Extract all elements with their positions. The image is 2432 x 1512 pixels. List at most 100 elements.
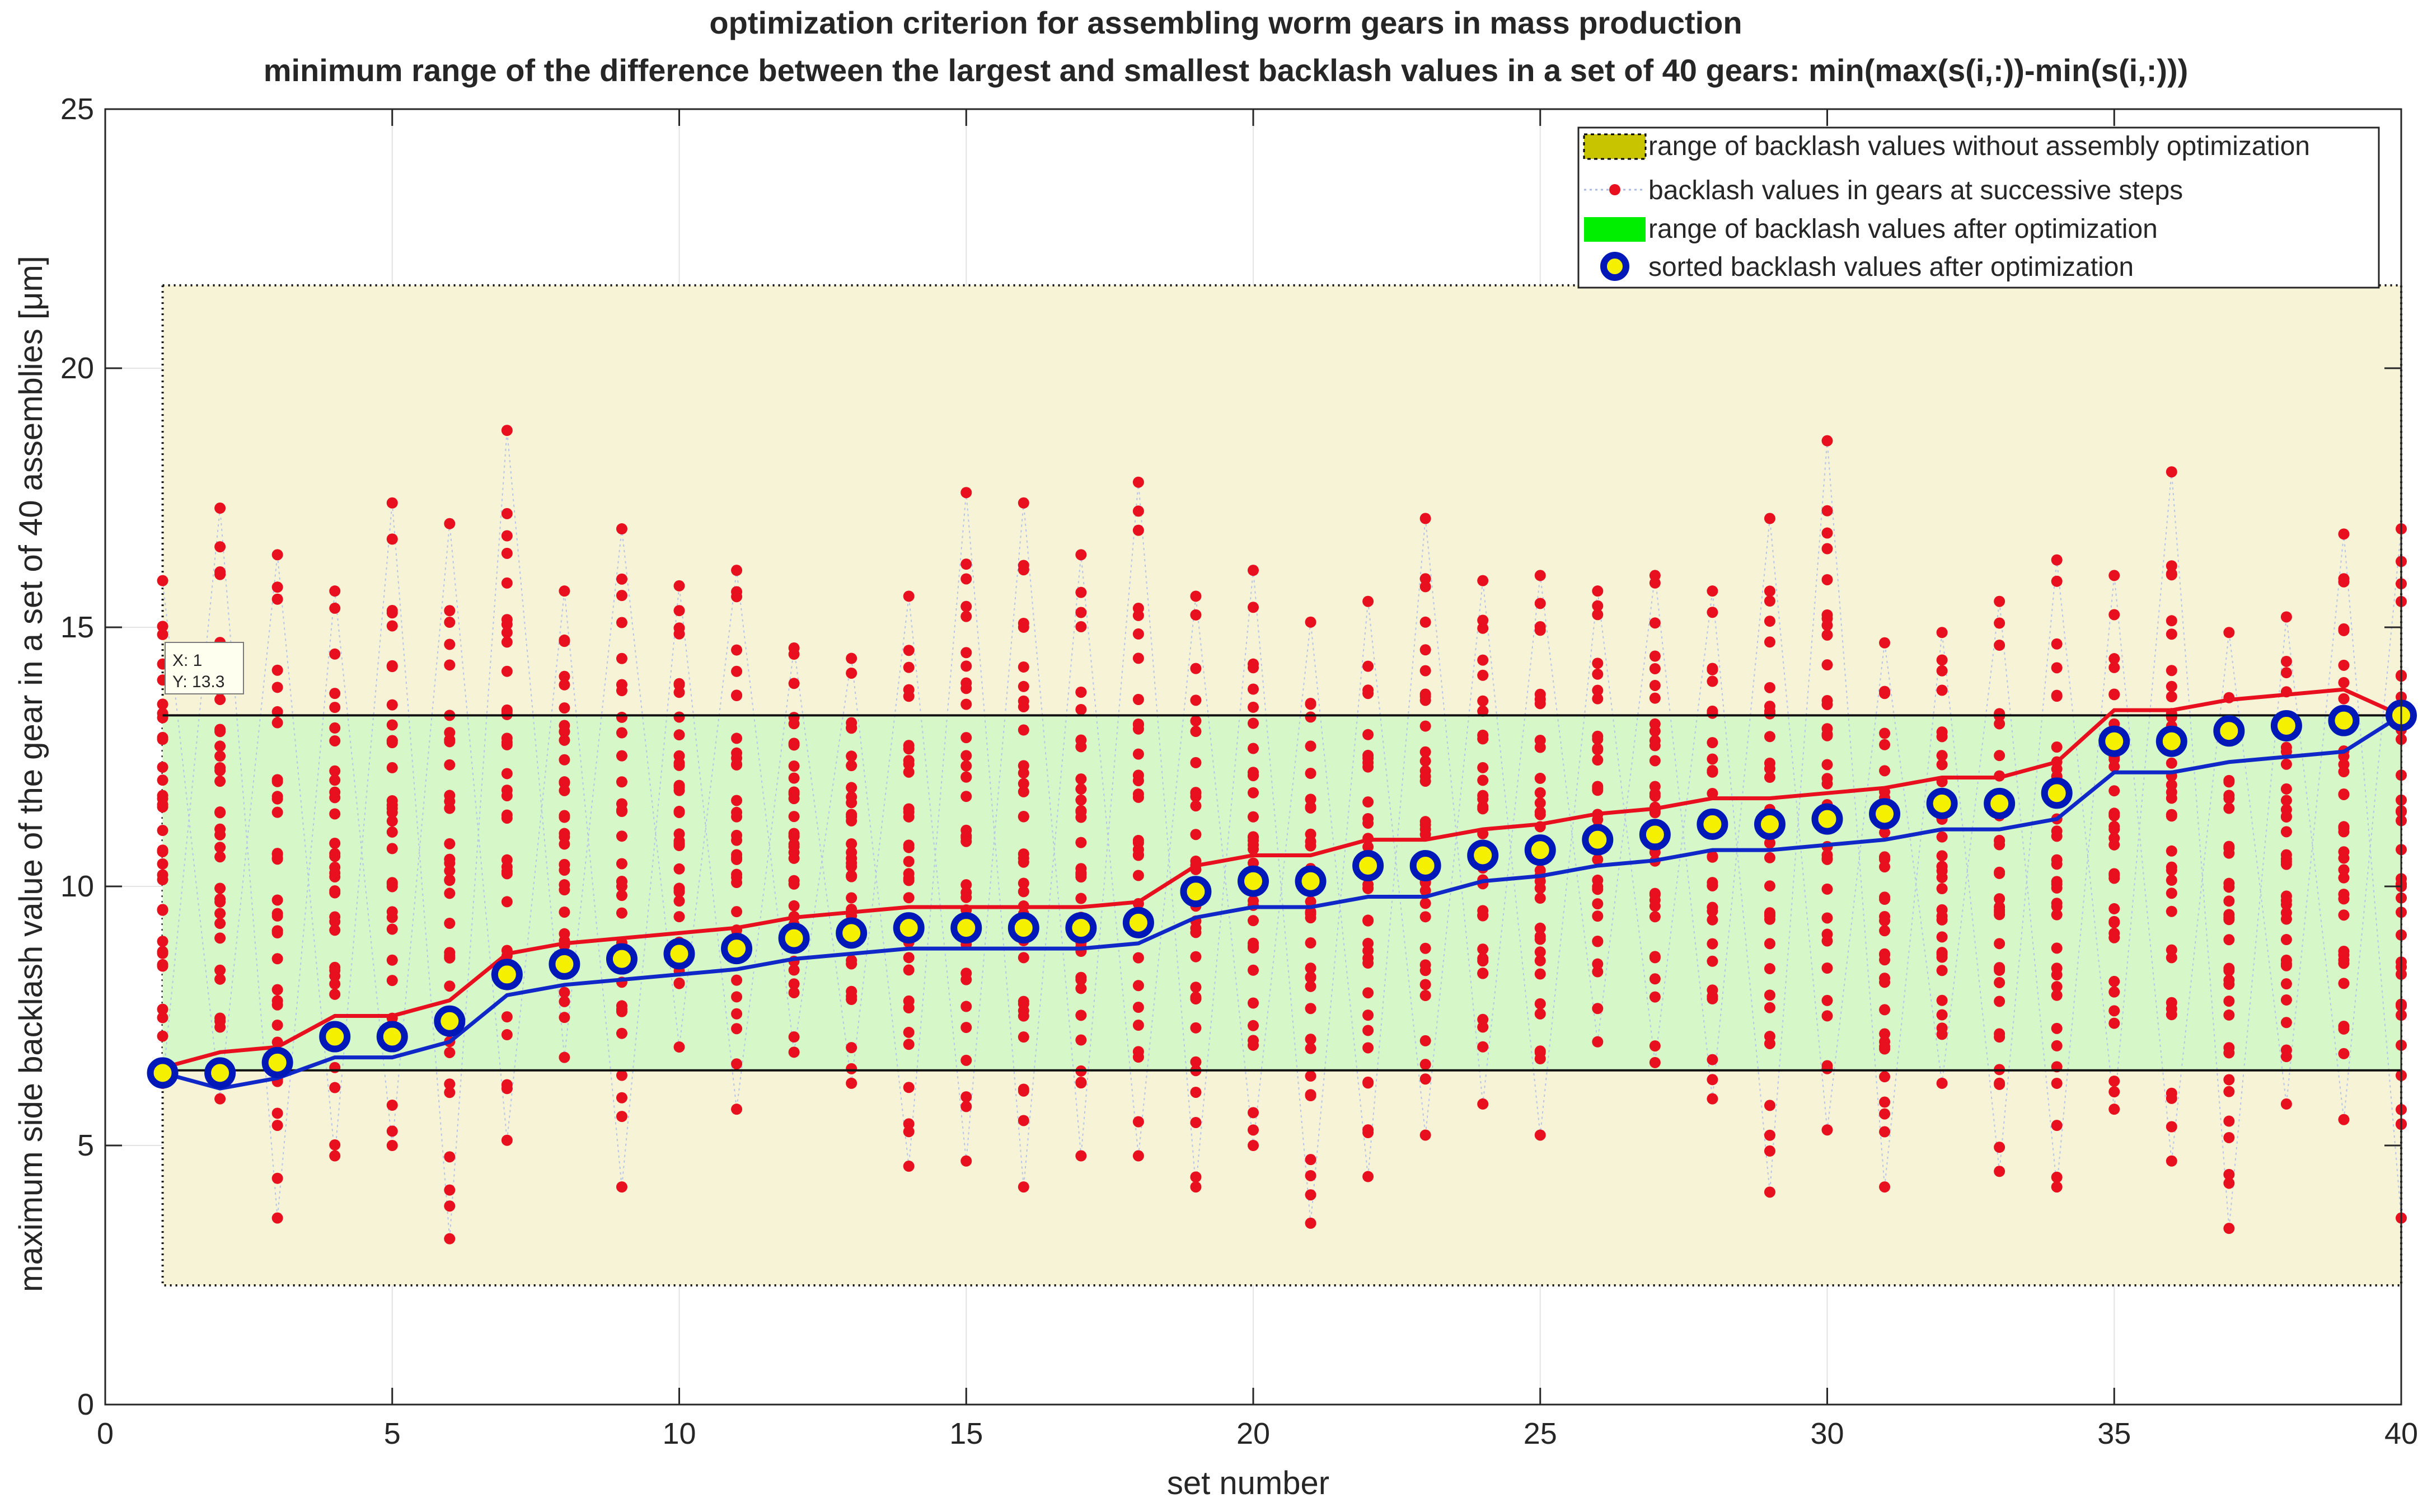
backlash-value-point <box>157 904 168 915</box>
backlash-value-point <box>559 906 570 918</box>
backlash-value-point <box>1419 720 1431 732</box>
backlash-value-point <box>1821 759 1833 771</box>
backlash-value-point <box>1879 915 1891 927</box>
backlash-value-point <box>386 497 398 509</box>
backlash-value-point <box>2166 711 2177 723</box>
backlash-value-point <box>1936 759 1948 771</box>
backlash-value-point <box>386 1125 398 1137</box>
backlash-value-point <box>2051 1077 2063 1089</box>
backlash-value-point <box>1764 585 1775 597</box>
backlash-value-point <box>1879 1096 1891 1108</box>
backlash-value-point <box>1419 1129 1431 1141</box>
backlash-value-point <box>903 766 915 778</box>
backlash-value-point <box>788 978 800 990</box>
backlash-value-point <box>1821 543 1833 555</box>
backlash-value-point <box>559 585 570 597</box>
legend-swatch-range-after-optimization <box>1584 217 1646 242</box>
backlash-value-point <box>1592 609 1604 621</box>
backlash-value-point <box>2338 528 2350 540</box>
backlash-value-point <box>2280 741 2292 753</box>
backlash-value-point <box>1018 778 1029 790</box>
backlash-value-point <box>903 892 915 904</box>
x-tick-label: 25 <box>1524 1417 1557 1450</box>
backlash-value-point <box>2051 981 2063 993</box>
backlash-value-point <box>559 754 570 766</box>
backlash-value-point <box>271 1120 283 1131</box>
backlash-value-point <box>1879 1126 1891 1138</box>
backlash-value-point <box>1190 1086 1202 1098</box>
backlash-value-point <box>2108 1086 2120 1098</box>
backlash-value-point <box>2223 934 2235 946</box>
backlash-value-point <box>1764 731 1775 743</box>
backlash-value-point <box>1879 1108 1891 1120</box>
backlash-value-point <box>1592 658 1604 669</box>
backlash-value-point <box>1018 1115 1029 1126</box>
backlash-value-point <box>1248 1124 1259 1136</box>
datatip-y-label: Y: 13.3 <box>172 673 224 691</box>
backlash-value-point <box>616 1000 627 1012</box>
backlash-value-point <box>1190 1056 1202 1068</box>
backlash-value-point <box>2280 899 2292 910</box>
backlash-value-point <box>1707 585 1718 597</box>
backlash-value-point <box>271 806 283 818</box>
backlash-value-point <box>846 1077 857 1089</box>
backlash-value-point <box>1707 607 1718 618</box>
backlash-value-point <box>788 712 800 724</box>
backlash-value-point <box>1132 603 1144 614</box>
backlash-value-point <box>1764 989 1775 1001</box>
successive-steps-trace <box>162 430 2402 1239</box>
backlash-value-point <box>846 994 857 1006</box>
backlash-value-point <box>2166 905 2177 917</box>
backlash-value-point <box>2108 609 2120 621</box>
backlash-value-point <box>1248 787 1259 799</box>
backlash-value-point <box>1879 739 1891 750</box>
backlash-value-point <box>960 647 972 659</box>
backlash-value-point <box>731 906 743 918</box>
backlash-value-point <box>271 910 283 922</box>
backlash-value-point <box>1018 996 1029 1007</box>
backlash-value-point <box>1707 675 1718 687</box>
backlash-value-point <box>960 1022 972 1034</box>
backlash-value-point <box>386 802 398 814</box>
backlash-value-point <box>157 858 168 870</box>
backlash-value-point <box>1764 907 1775 919</box>
backlash-value-point <box>673 750 685 762</box>
backlash-value-point <box>1132 693 1144 705</box>
backlash-value-point <box>1936 865 1948 877</box>
backlash-value-point <box>731 586 743 598</box>
backlash-value-point <box>386 954 398 966</box>
backlash-value-point <box>1362 749 1374 761</box>
backlash-value-point <box>2280 826 2292 838</box>
backlash-value-point <box>1419 819 1431 831</box>
backlash-value-point <box>1075 806 1087 818</box>
backlash-value-point <box>1132 1150 1144 1162</box>
x-tick-label: 15 <box>949 1417 983 1450</box>
backlash-value-point <box>1764 938 1775 950</box>
backlash-value-point <box>1707 787 1718 799</box>
backlash-value-point <box>1879 1041 1891 1053</box>
backlash-value-point <box>1534 968 1546 980</box>
backlash-value-point <box>2051 1022 2063 1034</box>
lower-envelope-line <box>162 713 2402 1091</box>
backlash-value-point <box>1190 927 1202 938</box>
backlash-value-point <box>846 750 857 762</box>
backlash-value-point <box>1994 1166 2005 1177</box>
backlash-value-point <box>2223 974 2235 986</box>
backlash-value-point <box>559 634 570 646</box>
backlash-value-point <box>731 1008 743 1020</box>
backlash-value-point <box>2280 611 2292 623</box>
backlash-value-point <box>214 842 226 853</box>
backlash-value-point <box>1879 851 1891 863</box>
backlash-value-point <box>2166 952 2177 964</box>
backlash-value-point <box>616 1092 627 1104</box>
backlash-value-point <box>1707 1074 1718 1086</box>
backlash-value-point <box>1419 665 1431 677</box>
backlash-value-point <box>616 573 627 585</box>
backlash-value-point <box>1764 763 1775 774</box>
backlash-value-point <box>1190 1181 1202 1193</box>
backlash-value-point <box>903 964 915 976</box>
backlash-value-point <box>1132 628 1144 640</box>
backlash-value-point <box>846 760 857 772</box>
backlash-value-point <box>329 885 341 897</box>
backlash-value-point <box>1018 952 1029 964</box>
